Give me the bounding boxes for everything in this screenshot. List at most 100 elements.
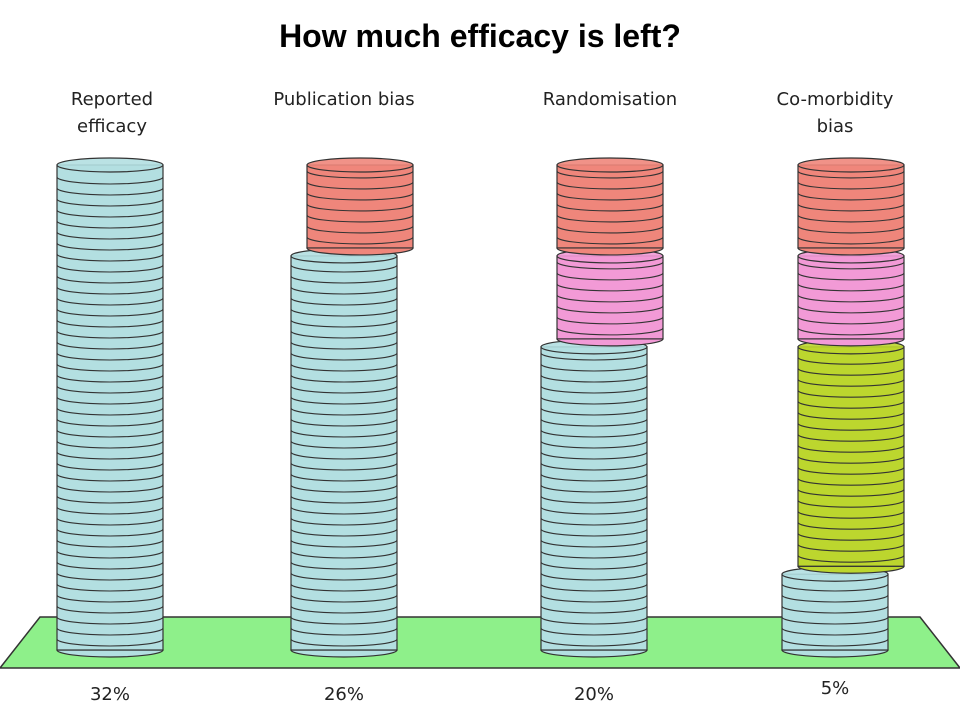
coin-edge [56,561,164,570]
chart-title: How much efficacy is left? [279,18,681,54]
coin-edge [797,467,905,475]
coin-edge [56,506,164,515]
coin-edge [56,352,164,361]
coin-edge [56,429,164,438]
coin-edge [290,638,398,647]
coin-edge [290,583,398,592]
coin-edge [290,396,398,405]
coin-edge [797,522,905,530]
coin-edge [306,214,414,223]
coin-edge [56,550,164,559]
coin-edge [290,495,398,504]
coin-edge [290,341,398,350]
coin-edge [797,181,905,190]
coin-edge [540,561,648,570]
coin-edge [56,396,164,405]
coin-edge [56,330,164,339]
coin-edge [290,330,398,339]
coin-edge [290,418,398,427]
coin-edge [290,462,398,471]
coin-edge [556,214,664,223]
coin-edge [56,187,164,196]
cylinder-segment [797,255,905,340]
coin-edge [556,181,664,190]
coin-edge [556,316,664,325]
coin-edge [797,203,905,212]
coin-edge [540,605,648,614]
cylinder-segment [797,164,905,249]
coin-edge [290,550,398,559]
coin-edge [797,316,905,325]
coin-edge [56,341,164,350]
cylinder-bottom [540,649,648,658]
coin-edge [306,170,414,179]
coin-edge [290,352,398,361]
coin-edge [290,473,398,482]
coin-edge [540,440,648,449]
coin-edge [56,627,164,636]
coin-edge [556,283,664,292]
coin-edge [556,327,664,336]
coin-edge [797,555,905,563]
coin-edge [56,308,164,317]
coin-edge [56,198,164,207]
coin-edge [797,544,905,552]
coin-edge [56,231,164,240]
coin-edge [540,484,648,493]
coin-edge [56,616,164,625]
cylinder-segment [781,573,889,651]
coin-edge [290,605,398,614]
coin-edge [797,533,905,541]
value-label: 20% [573,684,614,705]
coin-edge [56,275,164,284]
coin-edge [797,294,905,303]
coin-edge [797,368,905,376]
coin-edge [556,170,664,179]
coin-edge [56,319,164,328]
coin-edge [540,539,648,548]
coin-edge [290,484,398,493]
coin-edge [290,407,398,416]
cylinder-bottom [556,338,664,347]
value-label: 32% [89,684,130,705]
coin-edge [56,286,164,295]
coin-edge [56,418,164,427]
coin-edge [290,297,398,306]
coin-edge [540,473,648,482]
coin-edge [56,242,164,251]
coin-edge [56,363,164,372]
coin-edge [56,638,164,647]
coin-edge [540,407,648,416]
coin-edge [56,605,164,614]
coin-edge [290,363,398,372]
cylinder-bottom [781,649,889,658]
coin-edge [56,594,164,603]
coin-edge [290,275,398,284]
coin-edge [781,627,889,636]
coin-edge [797,500,905,508]
coin-edge [797,225,905,234]
coin-edge [290,594,398,603]
coin-edge [797,261,905,270]
cylinder-segment [540,346,648,651]
coin-edge [56,572,164,581]
coin-edge [306,203,414,212]
cylinder-bottom [556,247,664,256]
coin-edge [540,429,648,438]
coin-edge [797,192,905,201]
coin-edge [540,528,648,537]
category-label: Randomisation [542,89,678,110]
category-label: Reported efficacy [70,89,154,137]
coin-edge [797,170,905,179]
coin-edge [797,456,905,464]
coin-edge [56,407,164,416]
cylinder-bottom [290,649,398,658]
coin-edge [540,550,648,559]
coin-edge [540,374,648,383]
coin-edge [556,294,664,303]
coin-edge [797,401,905,409]
cylinder-segment [797,346,905,567]
coin-edge [540,418,648,427]
